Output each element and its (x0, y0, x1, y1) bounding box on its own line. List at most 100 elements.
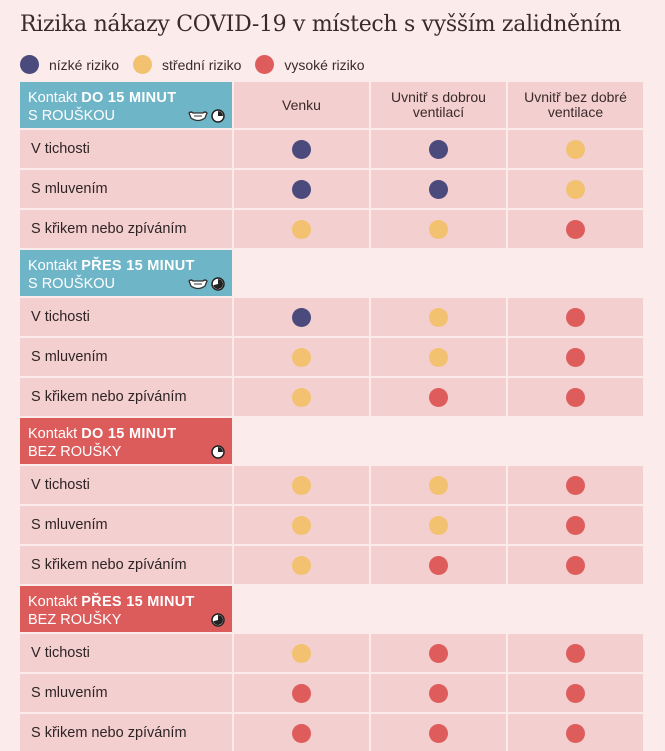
risk-dot-medium (292, 555, 311, 575)
risk-dot-medium (292, 643, 311, 663)
group-label-line2: S ROUŠKOU (28, 108, 116, 124)
row-label: S mluvením (20, 506, 232, 544)
risk-cell (371, 170, 506, 208)
risk-cell (234, 506, 369, 544)
row-label: S křikem nebo zpíváním (20, 210, 232, 248)
group-label-duration: PŘES 15 MINUT (81, 258, 195, 274)
risk-cell (371, 298, 506, 336)
legend: nízké riziko střední riziko vysoké riziko (20, 55, 379, 74)
group-label-line1: Kontakt DO 15 MINUT (28, 425, 176, 443)
risk-dot-medium (566, 139, 585, 159)
risk-dot-high (292, 723, 311, 743)
group-spacer (234, 418, 643, 464)
group-header-row: Kontakt PŘES 15 MINUT S ROUŠKOU (20, 250, 643, 296)
group-icons (188, 277, 225, 291)
risk-dot-medium (566, 179, 585, 199)
risk-dot-medium (292, 387, 311, 407)
risk-cell (371, 466, 506, 504)
table-row: S mluvením (20, 506, 643, 544)
row-label: S křikem nebo zpíváním (20, 546, 232, 584)
table-row: S křikem nebo zpíváním (20, 210, 643, 248)
risk-dot-medium (292, 475, 311, 495)
risk-cell (234, 674, 369, 712)
risk-cell (508, 338, 643, 376)
column-header-row: Kontakt DO 15 MINUT S ROUŠKOU Venku Uvnitř … (20, 82, 643, 128)
row-label: S křikem nebo zpíváním (20, 378, 232, 416)
risk-cell (234, 546, 369, 584)
clock-quarter-icon (211, 445, 225, 459)
risk-cell (234, 130, 369, 168)
risk-cell (371, 210, 506, 248)
column-header: Venku (234, 82, 369, 128)
group-icons (188, 109, 225, 123)
risk-dot-high (566, 683, 585, 703)
risk-cell (371, 674, 506, 712)
risk-dot-high (566, 387, 585, 407)
risk-cell (234, 378, 369, 416)
legend-dot-medium (133, 55, 153, 74)
risk-cell (508, 714, 643, 751)
risk-dot-low (292, 179, 311, 199)
risk-cell (508, 674, 643, 712)
legend-label: vysoké riziko (284, 56, 365, 73)
risk-cell (234, 466, 369, 504)
risk-dot-medium (292, 219, 311, 239)
table-row: S mluvením (20, 170, 643, 208)
risk-dot-medium (429, 475, 448, 495)
risk-cell (508, 130, 643, 168)
group-label-duration: PŘES 15 MINUT (81, 594, 195, 610)
mask-icon (188, 111, 208, 122)
column-header: Uvnitř bez dobré ventilace (508, 82, 643, 128)
risk-dot-low (429, 139, 448, 159)
risk-dot-high (429, 387, 448, 407)
risk-dot-high (566, 643, 585, 663)
group-icons (211, 613, 225, 627)
clock-full-icon (211, 277, 225, 291)
risk-dot-medium (292, 515, 311, 535)
legend-dot-low (20, 55, 39, 74)
group-label-prefix: Kontakt (28, 90, 82, 106)
risk-cell (508, 466, 643, 504)
risk-dot-medium (429, 219, 448, 239)
row-label: S mluvením (20, 674, 232, 712)
group-label-line2: BEZ ROUŠKY (28, 612, 122, 628)
group-header-row: Kontakt PŘES 15 MINUT BEZ ROUŠKY (20, 586, 643, 632)
page-title: Rizika nákazy COVID-19 v místech s vyšší… (20, 12, 622, 37)
risk-dot-high (566, 475, 585, 495)
risk-dot-high (429, 683, 448, 703)
risk-dot-medium (429, 307, 448, 327)
risk-cell (371, 338, 506, 376)
risk-cell (371, 506, 506, 544)
row-label: V tichosti (20, 466, 232, 504)
risk-dot-high (566, 347, 585, 367)
risk-cell (508, 378, 643, 416)
group-label: Kontakt DO 15 MINUT BEZ ROUŠKY (20, 418, 232, 464)
risk-cell (234, 170, 369, 208)
table-row: S křikem nebo zpíváním (20, 714, 643, 751)
row-label: S mluvením (20, 170, 232, 208)
risk-cell (234, 714, 369, 751)
table-row: V tichosti (20, 634, 643, 672)
risk-dot-high (429, 723, 448, 743)
row-label: S křikem nebo zpíváním (20, 714, 232, 751)
legend-dot-high (255, 55, 275, 74)
risk-cell (508, 634, 643, 672)
group-spacer (234, 586, 643, 632)
group-label-line1: Kontakt PŘES 15 MINUT (28, 257, 195, 275)
risk-cell (234, 338, 369, 376)
group-label-line1: Kontakt DO 15 MINUT (28, 89, 176, 107)
risk-dot-high (429, 643, 448, 663)
clock-quarter-icon (211, 109, 225, 123)
column-header: Uvnitř s dobrou ventilací (371, 82, 506, 128)
risk-cell (234, 298, 369, 336)
risk-dot-low (429, 179, 448, 199)
risk-dot-high (566, 555, 585, 575)
risk-cell (508, 546, 643, 584)
risk-cell (371, 714, 506, 751)
table-row: S mluvením (20, 338, 643, 376)
risk-dot-high (292, 683, 311, 703)
legend-label: nízké riziko (49, 56, 120, 73)
table-row: S křikem nebo zpíváním (20, 378, 643, 416)
table-row: V tichosti (20, 130, 643, 168)
risk-dot-high (566, 219, 585, 239)
